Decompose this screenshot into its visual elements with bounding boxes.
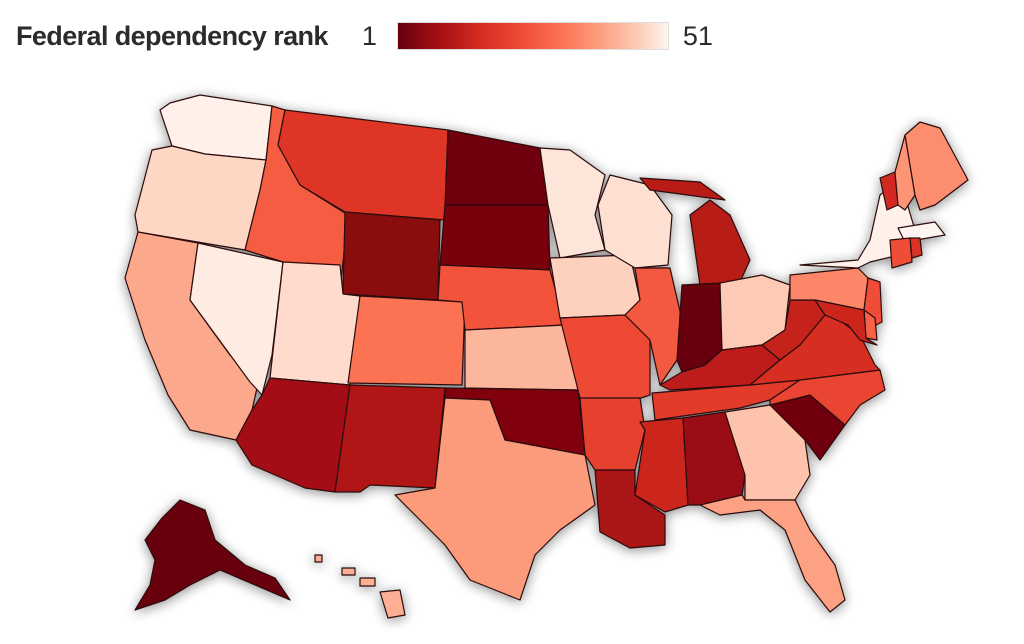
state-nm [334,384,446,493]
legend-max-label: 51 [682,20,713,51]
state-sd [439,204,551,271]
state-me [904,121,969,211]
state-nd [444,129,549,206]
state-or [134,145,267,251]
legend-color-bar [396,22,669,50]
state-ri [909,237,923,259]
legend: Federal dependency rank 1 51 [16,14,713,58]
state-co [347,295,466,386]
state-wy [342,211,441,301]
state-ks [464,324,579,391]
legend-min-label: 1 [361,20,377,51]
state-mn [539,147,606,259]
state-wi [597,174,673,269]
state-la [594,469,666,549]
state-ar [579,397,646,471]
state-tx [394,397,596,601]
state-ma [897,221,946,243]
state-fl [699,494,846,613]
legend-title: Federal dependency rank [16,20,328,51]
state-md [814,299,878,346]
state-ak [134,499,291,611]
state-ct [889,237,913,269]
state-ia [549,254,641,319]
state-nh [894,134,916,211]
state-hi [314,554,406,619]
